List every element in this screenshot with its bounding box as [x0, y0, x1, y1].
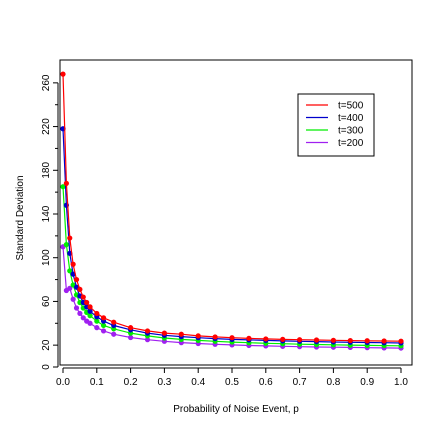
data-point — [80, 294, 86, 300]
series-t-500 — [60, 71, 404, 344]
data-point — [246, 335, 252, 341]
x-tick-label: 0.6 — [259, 377, 273, 388]
data-point — [195, 333, 201, 339]
legend-item: t=400 — [306, 113, 364, 124]
data-point — [280, 336, 286, 342]
data-point — [144, 337, 151, 343]
series-line-t-400 — [62, 128, 402, 344]
data-point — [330, 337, 336, 343]
y-tick-label: 140 — [41, 205, 52, 222]
x-tick-label: 0.7 — [293, 377, 307, 388]
data-point — [313, 337, 320, 343]
x-tick-label: 0.2 — [124, 377, 138, 388]
data-point — [111, 331, 117, 337]
data-point — [100, 315, 107, 321]
data-point — [70, 261, 76, 267]
data-point — [73, 305, 80, 311]
data-point — [77, 310, 83, 317]
data-point — [70, 296, 76, 302]
y-tick-label: 100 — [41, 249, 52, 266]
data-point — [94, 310, 100, 317]
data-point — [67, 268, 73, 274]
data-point — [128, 334, 134, 341]
data-point — [347, 337, 353, 344]
data-point — [100, 328, 107, 334]
data-point — [84, 299, 90, 306]
x-tick-label: 0.4 — [191, 377, 205, 388]
data-point — [67, 285, 73, 291]
data-point — [67, 235, 73, 241]
data-point — [87, 313, 93, 319]
x-tick-label: 0.0 — [56, 377, 70, 388]
x-tick-label: 1.0 — [394, 377, 408, 388]
y-axis-label: Standard Deviation — [15, 175, 26, 260]
data-point — [60, 184, 66, 190]
legend — [297, 93, 375, 157]
data-point — [229, 335, 235, 341]
data-point — [87, 308, 93, 314]
data-point — [73, 276, 80, 283]
data-point — [94, 325, 100, 331]
y-tick-label: 220 — [41, 118, 52, 135]
y-tick-label: 260 — [41, 74, 52, 91]
y-tick-label: 180 — [41, 162, 52, 179]
legend-label: t=200 — [338, 138, 364, 149]
data-point — [398, 338, 404, 344]
legend-label: t=400 — [338, 113, 364, 124]
plot-frame — [59, 59, 413, 366]
data-point — [87, 304, 93, 310]
data-point — [161, 330, 167, 336]
legend-item: t=500 — [306, 101, 364, 112]
series-t-300 — [60, 184, 404, 349]
y-tick-label: 60 — [41, 295, 52, 307]
series-t-400 — [60, 126, 404, 346]
y-tick-label: 0 — [41, 364, 52, 370]
data-point — [60, 71, 66, 77]
data-point — [100, 322, 107, 329]
series-t-200 — [60, 244, 404, 351]
x-tick-label: 0.5 — [225, 377, 239, 388]
data-point — [128, 325, 134, 331]
data-point — [87, 320, 93, 326]
x-tick-label: 0.9 — [360, 377, 374, 388]
data-point — [111, 319, 117, 325]
x-tick-label: 0.1 — [90, 377, 104, 388]
data-point — [94, 318, 100, 324]
data-point — [80, 315, 86, 321]
data-point — [144, 328, 151, 334]
data-point — [63, 180, 69, 186]
legend-label: t=300 — [338, 126, 364, 137]
data-point — [178, 331, 184, 337]
legend-label: t=500 — [338, 101, 364, 112]
y-tick-label: 20 — [41, 339, 52, 351]
data-point — [77, 286, 83, 293]
x-tick-label: 0.3 — [157, 377, 171, 388]
x-axis-label: Probability of Noise Event, p — [173, 404, 299, 415]
data-point — [263, 336, 269, 342]
data-point — [212, 334, 218, 340]
data-point — [381, 338, 387, 344]
data-point — [297, 337, 303, 343]
data-point — [63, 242, 69, 248]
legend-item: t=200 — [306, 138, 364, 149]
legend-item: t=300 — [306, 126, 364, 137]
x-tick-label: 0.8 — [326, 377, 340, 388]
data-point — [364, 338, 370, 344]
